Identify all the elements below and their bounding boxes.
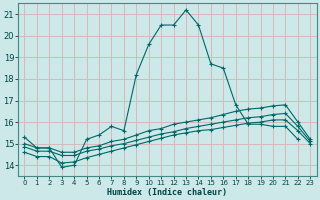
- X-axis label: Humidex (Indice chaleur): Humidex (Indice chaleur): [108, 188, 228, 197]
